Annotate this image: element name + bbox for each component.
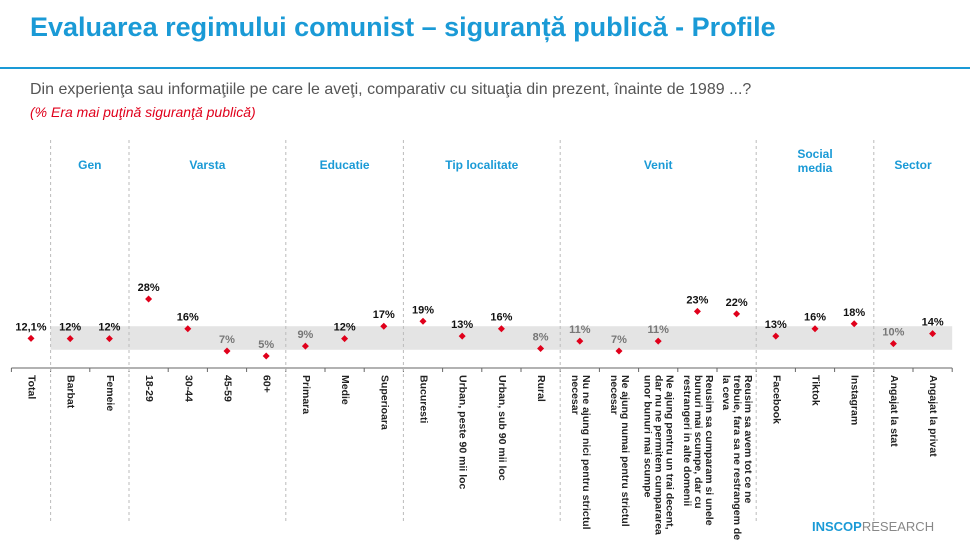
data-point [576,337,584,345]
data-point [380,322,388,330]
data-point [223,347,231,355]
data-label: 12% [334,322,356,334]
category-label: Primara [299,375,312,415]
data-label: 12% [59,322,81,334]
data-label: 13% [451,319,473,331]
data-point [733,310,741,318]
data-label: 19% [412,304,434,316]
data-label: 23% [686,294,708,306]
data-point [105,335,113,343]
data-point [341,335,349,343]
category-label: Medie [339,375,352,405]
category-label: Urban, sub 90 mii loc [495,375,508,481]
group-label: Gen [78,158,102,172]
category-label: Reusim sa cumparam si unele bunuri mai s… [680,375,715,526]
category-label: Femeie [103,375,116,412]
data-point [262,352,270,360]
category-label: Instagram [848,375,861,426]
data-point [537,345,545,353]
category-label: Bucuresti [417,375,430,424]
data-point [27,334,35,342]
page-title: Evaluarea regimului comunist – siguranță… [30,12,776,42]
data-point [145,295,153,303]
category-label: 30-44 [182,375,195,402]
data-label: 8% [533,332,549,344]
data-label: 11% [647,324,669,336]
category-label: Total [25,375,38,400]
logo-suffix: RESEARCH [861,519,935,534]
data-label: 22% [726,297,748,309]
category-label: Urban, peste 90 mii loc [456,375,469,490]
data-point [66,335,74,343]
data-point [693,307,701,315]
group-label: Tip localitate [445,158,519,172]
category-label: Ne ajung numai pentru strictul necesar [608,375,631,527]
reference-band [50,326,953,350]
data-point [615,347,623,355]
data-label: 12,1% [15,321,46,333]
data-point [929,330,937,338]
data-point [497,325,505,333]
data-point [654,337,662,345]
data-label: 7% [611,334,627,346]
category-label: Reusim sa avem tot ce ne trebuie, fara s… [720,375,755,541]
data-label: 28% [138,282,160,294]
data-label: 16% [177,312,199,324]
data-label: 13% [765,319,787,331]
category-label: Facebook [770,375,783,425]
question-text: Din experienţa sau informaţiile pe care … [30,81,752,98]
data-point [419,317,427,325]
data-point [772,332,780,340]
data-label: 16% [804,312,826,324]
group-label: Social media [797,147,833,175]
category-label: 45-59 [221,375,234,402]
category-label: 60+ [260,375,273,393]
data-label: 7% [219,334,235,346]
category-label: 18-29 [143,375,156,402]
data-point [184,325,192,333]
logo-brand: INSCOP [812,519,862,534]
group-label: Educatie [319,158,370,172]
data-label: 9% [297,329,313,341]
category-label: Ne ajung pentru un trai decent, dar nu n… [641,375,676,535]
data-label: 11% [569,324,591,336]
data-label: 12% [98,322,120,334]
category-label: Angajat la privat [927,375,940,457]
category-label: Nu ne ajung nici pentru strictul necesar [568,375,592,530]
data-label: 17% [373,309,395,321]
inscop-logo: INSCOPRESEARCH [812,519,934,534]
category-label: Superioara [378,375,391,430]
data-point [458,332,466,340]
chart-subtitle: (% Era mai puţină siguranţă publică) [30,104,256,120]
data-label: 5% [258,339,274,351]
category-label: Tiktok [809,375,822,406]
title-divider [0,67,970,69]
group-label: Sector [894,158,932,172]
data-point [301,342,309,350]
data-label: 18% [843,307,865,319]
group-label: Varsta [189,158,226,172]
data-point [850,320,858,328]
data-point [811,325,819,333]
category-label: Barbat [64,375,77,409]
data-label: 16% [490,312,512,324]
category-label: Angajat la stat [887,375,900,447]
data-point [889,340,897,348]
data-label: 14% [922,317,944,329]
group-label: Venit [643,158,673,172]
category-label: Rural [535,375,548,402]
data-label: 10% [882,327,904,339]
